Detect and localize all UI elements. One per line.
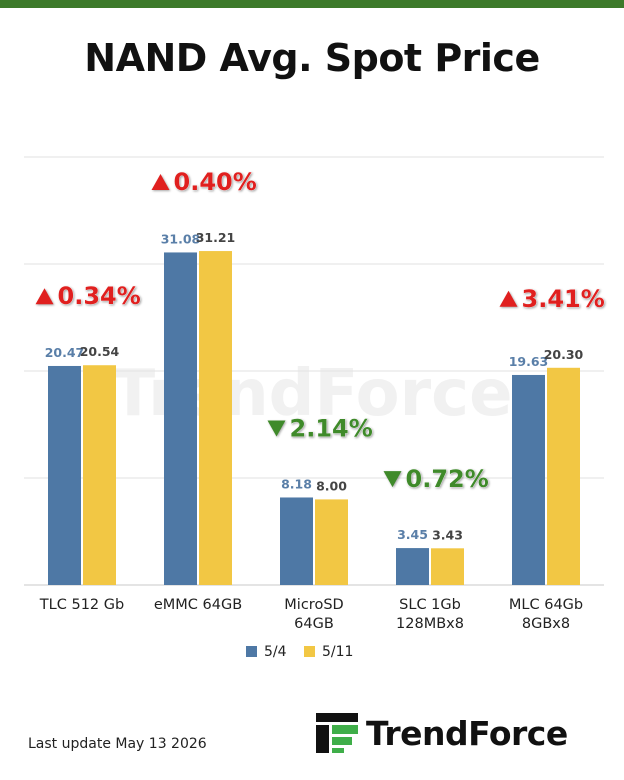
x-tick-label: MLC 64Gb bbox=[509, 597, 583, 613]
x-tick-label: TLC 512 Gb bbox=[39, 597, 124, 613]
bar-value-label: 8.00 bbox=[316, 478, 347, 493]
top-accent-bar bbox=[0, 0, 624, 8]
bar-value-label: 19.63 bbox=[509, 354, 549, 369]
bar-value-label: 20.47 bbox=[45, 345, 85, 360]
chart-title: NAND Avg. Spot Price bbox=[84, 36, 540, 80]
change-down-arrow-icon bbox=[267, 420, 286, 437]
bar-value-label: 20.54 bbox=[80, 344, 120, 359]
legend-swatch bbox=[304, 646, 315, 657]
bar-value-label: 31.08 bbox=[161, 231, 201, 246]
x-tick-label: MicroSD bbox=[284, 597, 343, 613]
legend-label: 5/4 bbox=[264, 644, 287, 660]
change-down-arrow-icon bbox=[383, 471, 402, 488]
bar-value-label: 3.45 bbox=[397, 527, 428, 542]
trendforce-logo: TrendForce bbox=[316, 708, 568, 758]
x-tick-label: 64GB bbox=[294, 616, 334, 632]
change-percent-label: 0.40% bbox=[174, 168, 257, 196]
bar-5-11-4 bbox=[547, 367, 580, 585]
bar-5-11-2 bbox=[315, 499, 348, 585]
bar-value-label: 8.18 bbox=[281, 476, 312, 491]
x-tick-label: 8GBx8 bbox=[522, 616, 570, 632]
trendforce-logo-text: TrendForce bbox=[366, 713, 568, 753]
bar-5-4-0 bbox=[48, 365, 81, 585]
bar-5-11-3 bbox=[431, 548, 464, 585]
change-percent-label: 0.34% bbox=[58, 282, 141, 310]
trendforce-logo-icon bbox=[316, 713, 358, 753]
bar-5-4-3 bbox=[396, 548, 429, 585]
legend-swatch bbox=[246, 646, 257, 657]
x-tick-label: SLC 1Gb bbox=[399, 597, 461, 613]
bar-5-11-0 bbox=[83, 365, 116, 585]
change-percent-label: 2.14% bbox=[290, 414, 373, 442]
bar-value-label: 3.43 bbox=[432, 527, 463, 542]
bar-value-label: 20.30 bbox=[544, 347, 584, 362]
change-up-arrow-icon bbox=[151, 174, 170, 191]
bar-value-label: 31.21 bbox=[196, 230, 236, 245]
change-up-arrow-icon bbox=[35, 288, 54, 305]
change-percent-label: 3.41% bbox=[522, 285, 605, 313]
change-up-arrow-icon bbox=[499, 290, 518, 307]
change-percent-label: 0.72% bbox=[406, 465, 489, 493]
bar-5-4-1 bbox=[164, 252, 197, 585]
legend-label: 5/11 bbox=[322, 644, 353, 660]
x-tick-label: 128MBx8 bbox=[396, 616, 464, 632]
bar-5-4-4 bbox=[512, 374, 545, 585]
x-tick-label: eMMC 64GB bbox=[154, 597, 242, 613]
last-update-text: Last update May 13 2026 bbox=[28, 736, 207, 752]
bar-5-11-1 bbox=[199, 251, 232, 586]
bar-5-4-2 bbox=[280, 497, 313, 585]
